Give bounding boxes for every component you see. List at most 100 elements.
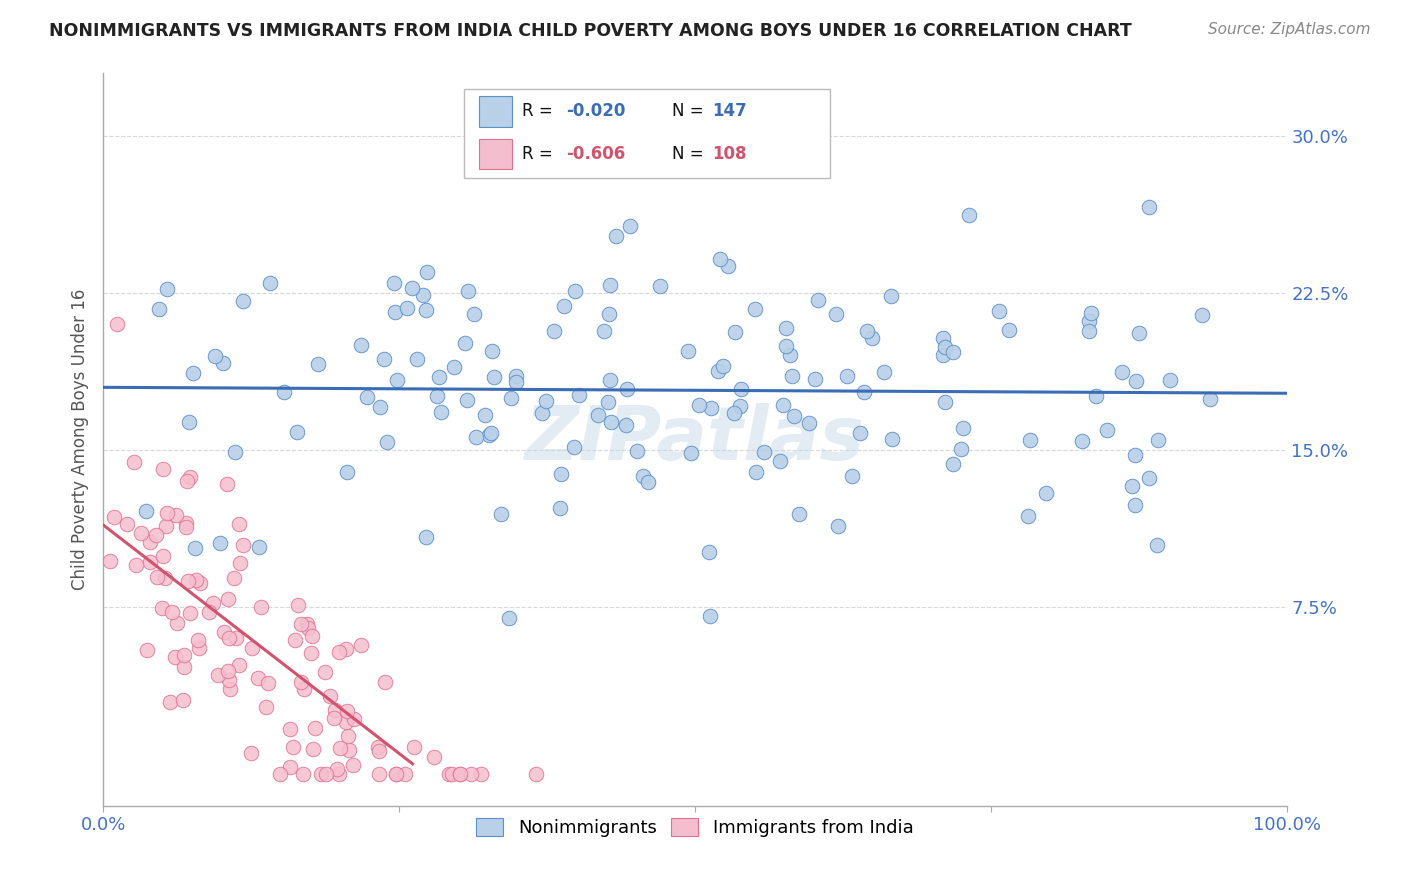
Point xyxy=(160,605,183,619)
Point xyxy=(285,425,308,439)
Point xyxy=(553,299,575,313)
Point xyxy=(204,349,226,363)
Point xyxy=(787,507,810,521)
Point xyxy=(942,344,965,359)
Point xyxy=(115,516,138,531)
Point xyxy=(283,740,305,755)
Point xyxy=(827,518,849,533)
Point xyxy=(269,767,291,781)
Point xyxy=(437,767,460,781)
Point xyxy=(1123,498,1146,512)
Point xyxy=(592,324,614,338)
Point xyxy=(482,370,505,384)
Point xyxy=(163,650,186,665)
Point xyxy=(384,305,406,319)
Point xyxy=(697,545,720,559)
Point xyxy=(1146,538,1168,552)
Point xyxy=(336,729,359,743)
Point xyxy=(350,639,373,653)
Point xyxy=(491,508,513,522)
Point xyxy=(783,409,806,424)
Point xyxy=(229,556,252,570)
Point xyxy=(222,571,245,585)
Point xyxy=(1019,433,1042,447)
Point xyxy=(934,340,956,354)
Point xyxy=(1071,434,1094,448)
Point xyxy=(605,229,627,244)
Text: N =: N = xyxy=(672,103,709,120)
Point xyxy=(745,465,768,479)
Point xyxy=(942,457,965,471)
Point xyxy=(356,390,378,404)
Point xyxy=(730,383,752,397)
Point xyxy=(548,500,571,515)
Point xyxy=(218,673,240,688)
Point xyxy=(139,555,162,569)
Point xyxy=(637,475,659,489)
Point xyxy=(775,320,797,334)
Point xyxy=(314,665,336,680)
Point xyxy=(543,324,565,338)
Point xyxy=(172,693,194,707)
Point xyxy=(155,519,177,533)
Point xyxy=(135,504,157,518)
Point xyxy=(103,510,125,524)
Point xyxy=(98,553,121,567)
Point xyxy=(135,642,157,657)
Point xyxy=(368,400,391,414)
Point xyxy=(425,389,447,403)
Point xyxy=(456,392,478,407)
Point xyxy=(301,741,323,756)
Point xyxy=(188,640,211,655)
Point xyxy=(775,338,797,352)
Point xyxy=(724,325,747,339)
Point xyxy=(232,294,254,309)
Point xyxy=(292,682,315,697)
Y-axis label: Child Poverty Among Boys Under 16: Child Poverty Among Boys Under 16 xyxy=(72,289,89,590)
Point xyxy=(707,364,730,378)
Point xyxy=(481,343,503,358)
Point xyxy=(463,307,485,321)
Point xyxy=(177,574,200,588)
Point xyxy=(416,265,439,279)
Point xyxy=(688,398,710,412)
Point xyxy=(373,352,395,367)
Point xyxy=(479,426,502,441)
Point xyxy=(728,399,751,413)
Point xyxy=(188,575,211,590)
Point xyxy=(998,323,1021,337)
Point xyxy=(385,767,408,781)
Point xyxy=(217,476,239,491)
Point xyxy=(568,388,591,402)
Point xyxy=(179,469,201,483)
Point xyxy=(217,591,239,606)
Point xyxy=(323,711,346,725)
Point xyxy=(212,625,235,640)
FancyBboxPatch shape xyxy=(464,89,830,178)
Point xyxy=(176,474,198,488)
Point xyxy=(1125,375,1147,389)
Point xyxy=(1159,374,1181,388)
Point xyxy=(394,767,416,781)
Point xyxy=(860,331,883,345)
Point xyxy=(153,571,176,585)
Point xyxy=(367,739,389,754)
Point xyxy=(880,433,903,447)
Point xyxy=(564,440,586,454)
Point xyxy=(301,629,323,643)
Point xyxy=(1199,392,1222,407)
Text: N =: N = xyxy=(672,145,709,163)
Point xyxy=(1137,471,1160,485)
Point xyxy=(550,467,572,481)
Point xyxy=(336,465,359,479)
Point xyxy=(404,740,426,755)
Point xyxy=(329,740,352,755)
Point xyxy=(201,596,224,610)
Point xyxy=(328,767,350,781)
Point xyxy=(228,658,250,673)
Point xyxy=(1111,365,1133,379)
Point xyxy=(768,454,790,468)
Point xyxy=(626,443,648,458)
Point xyxy=(173,659,195,673)
Point xyxy=(240,640,263,655)
